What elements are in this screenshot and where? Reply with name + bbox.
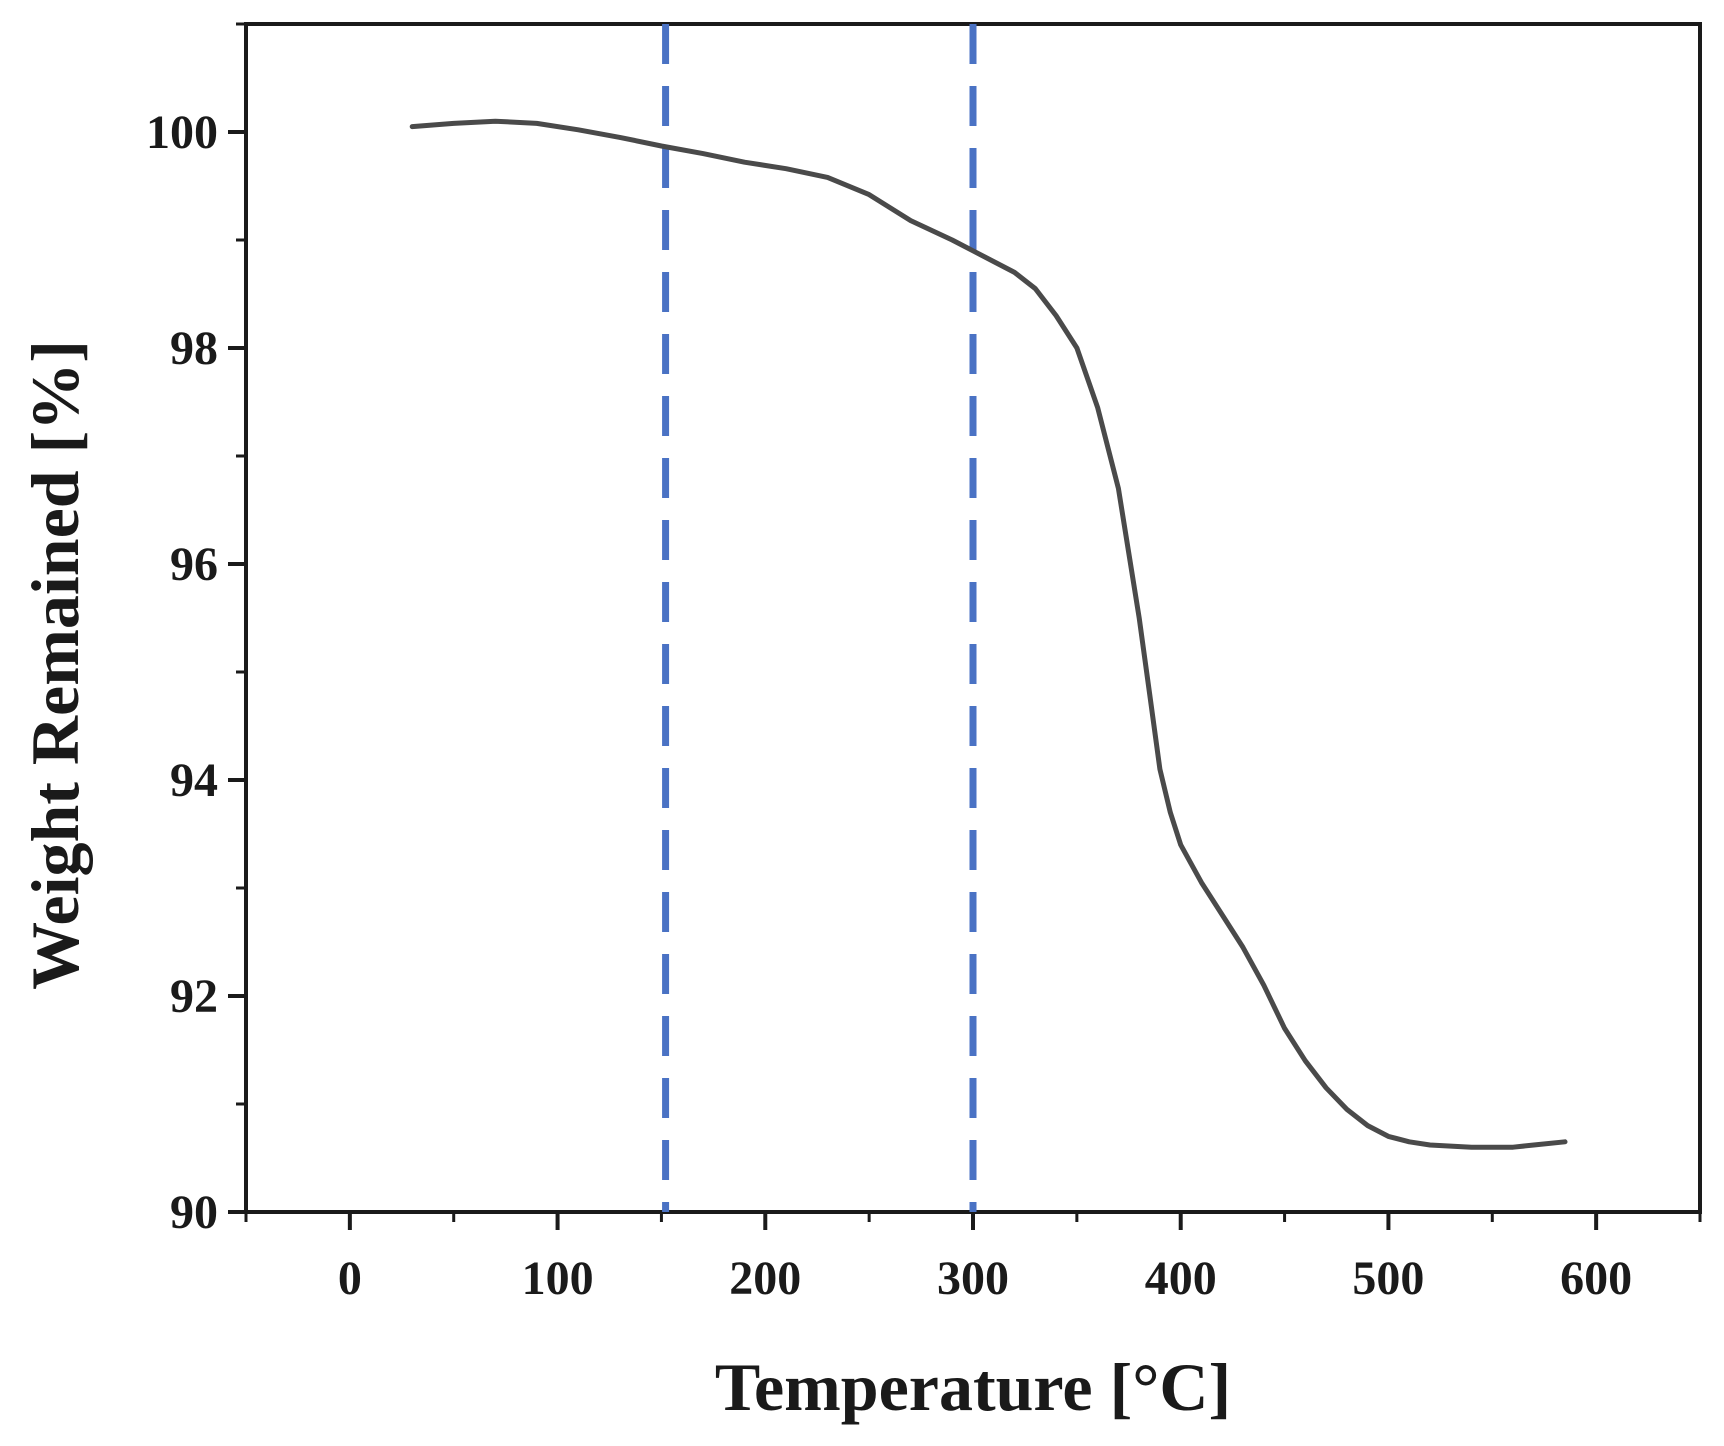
x-tick-label-100: 100 (522, 1252, 594, 1305)
y-tick-label-94: 94 (170, 754, 218, 807)
x-tick-label-400: 400 (1145, 1252, 1217, 1305)
x-axis-ticks: 0 100 200 300 400 500 600 (244, 1212, 1702, 1305)
x-tick-label-0: 0 (338, 1252, 362, 1305)
y-tick-label-96: 96 (170, 538, 218, 591)
x-axis-title: Temperature [°C] (715, 1349, 1231, 1425)
series-line-0 (409, 118, 1568, 1150)
y-tick-label-100: 100 (146, 106, 218, 159)
series-group (409, 118, 1568, 1150)
y-tick-label-90: 90 (170, 1186, 218, 1239)
x-tick-label-300: 300 (937, 1252, 1009, 1305)
y-tick-label-98: 98 (170, 322, 218, 375)
y-tick-label-92: 92 (170, 970, 218, 1023)
x-tick-label-600: 600 (1560, 1252, 1632, 1305)
x-tick-label-500: 500 (1352, 1252, 1424, 1305)
reference-lines (662, 24, 977, 1212)
x-tick-label-200: 200 (729, 1252, 801, 1305)
y-axis-title: Weight Remained [%] (17, 340, 93, 990)
y-axis-ticks: 90 92 94 96 98 100 (146, 22, 246, 1239)
